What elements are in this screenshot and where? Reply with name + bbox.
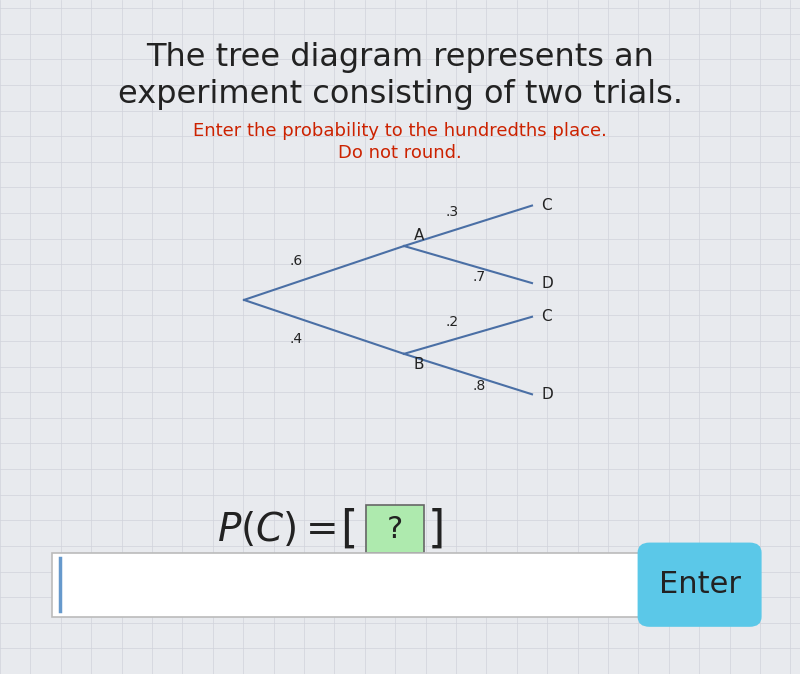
Text: C: C (542, 309, 552, 324)
Text: experiment consisting of two trials.: experiment consisting of two trials. (118, 79, 682, 110)
Text: A: A (414, 228, 424, 243)
FancyBboxPatch shape (366, 505, 424, 553)
Text: Do not round.: Do not round. (338, 144, 462, 162)
Text: Enter: Enter (658, 570, 741, 599)
Text: .6: .6 (290, 253, 302, 268)
Text: .8: .8 (472, 379, 486, 394)
Text: Enter the probability to the hundredths place.: Enter the probability to the hundredths … (193, 123, 607, 140)
Text: [: [ (340, 508, 358, 551)
Text: B: B (414, 357, 424, 372)
Text: .2: .2 (446, 315, 458, 329)
Text: $P(C) =$: $P(C) =$ (217, 510, 336, 549)
Text: ?: ? (387, 514, 403, 544)
Text: The tree diagram represents an: The tree diagram represents an (146, 42, 654, 73)
Text: C: C (542, 198, 552, 213)
Text: D: D (542, 276, 554, 290)
FancyBboxPatch shape (638, 543, 762, 627)
Text: .3: .3 (446, 205, 458, 219)
FancyBboxPatch shape (52, 553, 648, 617)
Text: D: D (542, 387, 554, 402)
Text: .7: .7 (472, 270, 485, 284)
Text: .4: .4 (290, 332, 302, 346)
Text: ]: ] (428, 508, 446, 551)
